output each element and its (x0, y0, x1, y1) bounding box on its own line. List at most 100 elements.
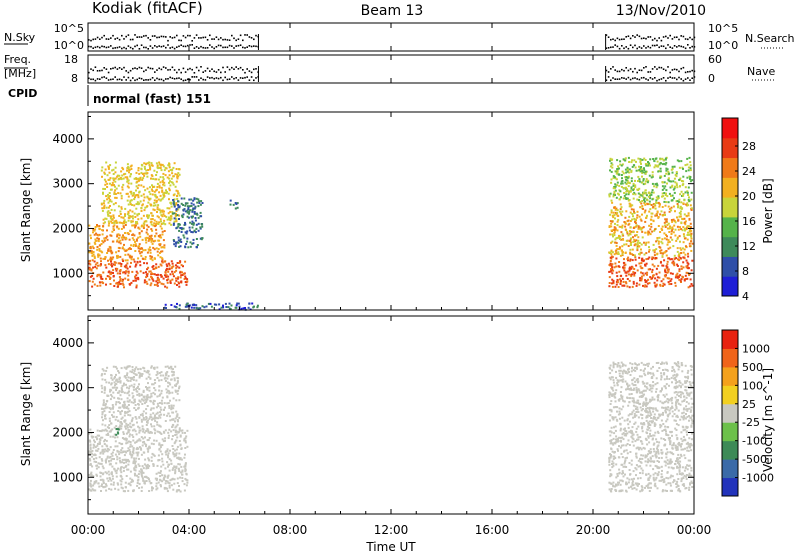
heatmap-cell (636, 249, 638, 251)
heatmap-cell (684, 429, 686, 431)
nsky-point (200, 46, 202, 48)
heatmap-cell (230, 204, 232, 206)
heatmap-cell (100, 472, 102, 474)
heatmap-cell (156, 371, 158, 373)
nsky-point (167, 44, 169, 46)
heatmap-cell (91, 286, 93, 288)
heatmap-cell (143, 452, 145, 454)
heatmap-cell (122, 391, 124, 393)
heatmap-cell (679, 186, 681, 188)
heatmap-cell (124, 376, 126, 378)
heatmap-cell (646, 274, 648, 276)
heatmap-cell (656, 184, 658, 186)
heatmap-cell (154, 235, 156, 237)
heatmap-cell (664, 426, 666, 428)
heatmap-cell (102, 429, 104, 431)
heatmap-cell (139, 483, 141, 485)
heatmap-cell (201, 223, 203, 225)
heatmap-cell (640, 262, 642, 264)
heatmap-cell (248, 303, 250, 305)
heatmap-cell (155, 263, 157, 265)
heatmap-cell (642, 260, 644, 262)
heatmap-cell (616, 197, 618, 199)
heatmap-cell (640, 160, 642, 162)
heatmap-cell (164, 378, 166, 380)
freq-point (661, 78, 663, 80)
heatmap-cell (153, 407, 155, 409)
nave-tick-top: 60 (708, 53, 722, 66)
heatmap-cell (626, 285, 628, 287)
heatmap-cell (151, 224, 153, 226)
heatmap-cell (104, 179, 106, 181)
heatmap-cell (112, 407, 114, 409)
heatmap-cell (156, 424, 158, 426)
heatmap-cell (610, 242, 612, 244)
heatmap-cell (137, 257, 139, 259)
heatmap-cell (180, 241, 182, 243)
heatmap-cell (142, 239, 144, 241)
heatmap-cell (668, 206, 670, 208)
nsky-point (130, 39, 132, 41)
heatmap-cell (656, 268, 658, 270)
heatmap-cell (147, 169, 149, 171)
heatmap-cell (690, 250, 692, 252)
heatmap-cell (167, 480, 169, 482)
heatmap-cell (128, 404, 130, 406)
heatmap-cell (142, 415, 144, 417)
heatmap-cell (147, 202, 149, 204)
heatmap-cell (614, 229, 616, 231)
heatmap-cell (648, 232, 650, 234)
nsky-point (630, 38, 632, 40)
heatmap-cell (118, 185, 120, 187)
freq-point (194, 72, 196, 74)
heatmap-cell (613, 207, 615, 209)
heatmap-cell (134, 178, 136, 180)
heatmap-cell (129, 175, 131, 177)
heatmap-cell (163, 283, 165, 285)
freq-point (650, 71, 652, 73)
heatmap-cell (248, 307, 250, 309)
heatmap-cell (124, 266, 126, 268)
heatmap-cell (689, 465, 691, 467)
heatmap-cell (152, 218, 154, 220)
heatmap-cell (148, 216, 150, 218)
heatmap-cell (160, 237, 162, 239)
nave-tick-bottom: 0 (708, 72, 715, 85)
heatmap-cell (621, 165, 623, 167)
heatmap-cell (645, 460, 647, 462)
heatmap-cell (674, 428, 676, 430)
heatmap-cell (95, 240, 97, 242)
heatmap-cell (98, 248, 100, 250)
heatmap-cell (148, 215, 150, 217)
heatmap-cell (636, 214, 638, 216)
heatmap-cell (151, 489, 153, 491)
heatmap-cell (132, 233, 134, 235)
heatmap-cell (641, 458, 643, 460)
nsky-point (614, 40, 616, 42)
freq-point (218, 69, 220, 71)
heatmap-cell (167, 477, 169, 479)
heatmap-cell (112, 392, 114, 394)
nsky-point (145, 47, 147, 49)
heatmap-cell (664, 275, 666, 277)
heatmap-cell (158, 454, 160, 456)
heatmap-cell (104, 188, 106, 190)
freq-point (676, 79, 678, 81)
heatmap-cell (130, 193, 132, 195)
heatmap-cell (191, 217, 193, 219)
heatmap-cell (623, 262, 625, 264)
heatmap-cell (107, 456, 109, 458)
freq-point (114, 76, 116, 78)
nsky-point (189, 35, 191, 37)
heatmap-cell (159, 244, 161, 246)
heatmap-cell (174, 173, 176, 175)
heatmap-cell (608, 461, 610, 463)
heatmap-cell (654, 203, 656, 205)
nsky-point (183, 46, 185, 48)
heatmap-cell (157, 373, 159, 375)
heatmap-cell (671, 231, 673, 233)
heatmap-cell (623, 192, 625, 194)
heatmap-cell (611, 159, 613, 161)
heatmap-cell (121, 175, 123, 177)
heatmap-cell (177, 463, 179, 465)
